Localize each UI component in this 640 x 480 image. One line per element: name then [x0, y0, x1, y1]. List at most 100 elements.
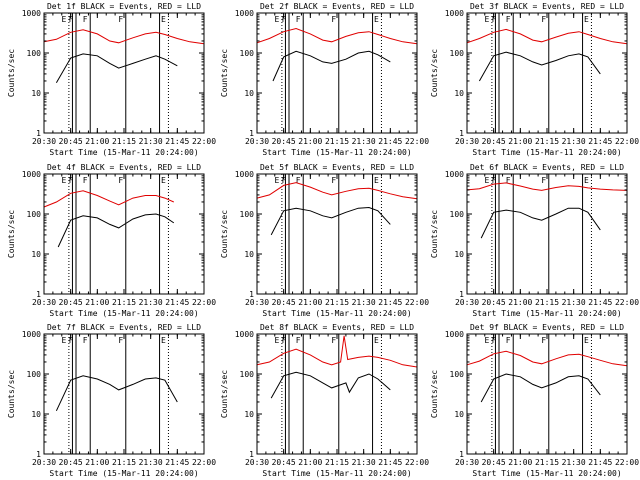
chart-panel-7: Det 7f BLACK = Events, RED = LLD Counts/s… [7, 323, 216, 478]
interval-marker-label: F [296, 336, 301, 345]
x-tick-label: 22:00 [405, 298, 429, 307]
x-tick-label: 21:15 [535, 137, 559, 146]
interval-marker-label: F [69, 336, 74, 345]
plot-frame [466, 333, 628, 455]
y-tick-label: 100 [450, 49, 465, 58]
series-line-lld [256, 27, 418, 45]
x-tick-label: 21:00 [508, 298, 532, 307]
interval-marker-label: E [484, 336, 489, 345]
interval-marker-label: F [331, 176, 336, 185]
x-tick-label: 21:45 [378, 298, 402, 307]
y-tick-label: 1000 [445, 330, 464, 339]
x-axis-label: Start Time (15-Mar-11 20:24:00) [49, 309, 198, 318]
interval-marker-label: F [69, 176, 74, 185]
interval-marker-label: F [506, 336, 511, 345]
chart-title: Det 4f BLACK = Events, RED = LLD [47, 163, 201, 172]
interval-marker-label: F [296, 15, 301, 24]
series-line-events [480, 373, 601, 403]
x-tick-label: 21:30 [562, 458, 586, 467]
x-tick-label: 21:45 [165, 298, 189, 307]
y-tick-label: 10 [454, 410, 464, 419]
series-line-lld [43, 190, 175, 208]
x-tick-label: 21:45 [588, 298, 612, 307]
y-tick-label: 100 [240, 370, 255, 379]
interval-marker-label: F [118, 336, 123, 345]
interval-marker-label: F [541, 15, 546, 24]
x-tick-label: 22:00 [192, 458, 216, 467]
y-tick-label: 1 [459, 290, 464, 299]
x-tick-label: 20:30 [455, 137, 479, 146]
x-tick-label: 20:30 [455, 458, 479, 467]
y-tick-label: 1 [459, 129, 464, 138]
interval-marker-label: E [161, 336, 166, 345]
interval-marker-label: E [584, 176, 589, 185]
series-line-events [270, 371, 391, 399]
x-axis-label: Start Time (15-Mar-11 20:24:00) [472, 148, 621, 157]
x-tick-label: 21:30 [139, 298, 163, 307]
y-tick-label: 10 [454, 89, 464, 98]
y-tick-label: 1 [249, 129, 254, 138]
series-line-events [478, 51, 601, 82]
y-tick-label: 10 [31, 250, 41, 259]
y-axis-label: Counts/sec [220, 49, 229, 97]
x-tick-label: 21:45 [588, 458, 612, 467]
x-tick-label: 21:45 [165, 458, 189, 467]
x-tick-label: 21:15 [112, 137, 136, 146]
x-tick-label: 21:00 [85, 298, 109, 307]
x-tick-label: 21:30 [139, 458, 163, 467]
interval-marker-label: F [69, 15, 74, 24]
x-tick-label: 20:45 [272, 458, 296, 467]
x-tick-label: 20:45 [482, 298, 506, 307]
chart-title: Det 9f BLACK = Events, RED = LLD [470, 323, 624, 332]
plot-frame [466, 173, 628, 295]
chart-panel-5: Det 5f BLACK = Events, RED = LLD Counts/s… [220, 163, 429, 318]
interval-marker-label: F [541, 336, 546, 345]
x-axis-label: Start Time (15-Mar-11 20:24:00) [49, 469, 198, 478]
y-tick-label: 100 [450, 370, 465, 379]
x-tick-label: 21:00 [508, 458, 532, 467]
plot-frame [256, 12, 418, 134]
x-tick-label: 21:00 [298, 458, 322, 467]
y-tick-label: 10 [244, 250, 254, 259]
y-tick-label: 10 [454, 250, 464, 259]
y-tick-label: 100 [240, 49, 255, 58]
plot-frame [43, 173, 205, 295]
x-tick-label: 20:45 [59, 298, 83, 307]
interval-marker-label: E [374, 15, 379, 24]
interval-marker-label: F [506, 15, 511, 24]
interval-marker-label: F [331, 336, 336, 345]
interval-marker-label: E [61, 336, 66, 345]
x-tick-label: 20:45 [59, 137, 83, 146]
interval-marker-label: F [118, 176, 123, 185]
chart-title: Det 7f BLACK = Events, RED = LLD [47, 323, 201, 332]
interval-marker-label: E [61, 176, 66, 185]
x-tick-label: 21:30 [562, 137, 586, 146]
x-tick-label: 21:15 [112, 458, 136, 467]
y-tick-label: 100 [27, 210, 42, 219]
series-line-events [57, 213, 175, 248]
interval-marker-label: F [541, 176, 546, 185]
y-tick-label: 10 [31, 410, 41, 419]
x-tick-label: 22:00 [192, 137, 216, 146]
interval-marker-label: F [492, 336, 497, 345]
x-tick-label: 21:15 [112, 298, 136, 307]
series-line-events [55, 375, 178, 412]
x-tick-label: 21:00 [298, 137, 322, 146]
interval-marker-label: E [584, 336, 589, 345]
interval-marker-label: F [282, 15, 287, 24]
y-tick-label: 1 [459, 450, 464, 459]
x-tick-label: 21:00 [85, 137, 109, 146]
x-tick-label: 21:45 [588, 137, 612, 146]
interval-marker-label: E [274, 336, 279, 345]
y-tick-label: 1 [36, 129, 41, 138]
y-axis-label: Counts/sec [7, 370, 16, 418]
interval-marker-label: E [584, 15, 589, 24]
interval-marker-label: E [274, 15, 279, 24]
y-tick-label: 1000 [22, 330, 41, 339]
chart-title: Det 5f BLACK = Events, RED = LLD [260, 163, 414, 172]
series-line-lld [43, 29, 205, 45]
interval-marker-label: E [61, 15, 66, 24]
series-line-lld [466, 350, 628, 367]
x-tick-label: 20:30 [32, 298, 56, 307]
y-tick-label: 1 [249, 290, 254, 299]
